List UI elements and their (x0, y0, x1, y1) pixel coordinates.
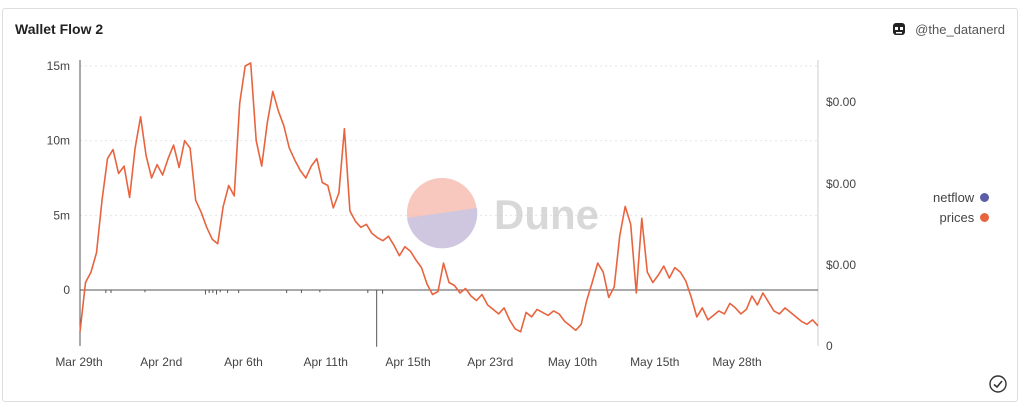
check-circle-icon[interactable] (989, 375, 1007, 393)
watermark-logo-bottom (407, 208, 478, 249)
y-left-tick-label: 10m (47, 134, 70, 148)
x-tick-label: May 15th (630, 355, 679, 369)
chart-legend: netflow prices (933, 187, 990, 227)
x-tick-label: May 28th (712, 355, 761, 369)
netflow-series (79, 290, 384, 347)
y-right-tick-label: $0.00 (826, 95, 856, 109)
x-tick-label: Apr 6th (224, 355, 263, 369)
x-tick-label: Apr 11th (304, 355, 348, 369)
legend-label-netflow: netflow (933, 189, 975, 205)
legend-item-prices[interactable]: prices (933, 207, 990, 227)
grid-layer (80, 65, 818, 216)
x-tick-label: Mar 29th (55, 355, 102, 369)
y-right-tick-label: $0.00 (826, 177, 856, 191)
author-name: @the_datanerd (915, 21, 1005, 37)
legend-label-prices: prices (939, 209, 975, 225)
prices-line (79, 62, 819, 333)
tick-layer: 15m 10m 5m 0 $0.00 $0.00 $0.00 0 Mar 29th Apr 2nd… (47, 59, 857, 369)
author-link[interactable]: @the_datanerd (891, 21, 1005, 37)
legend-dot-netflow (980, 192, 990, 202)
legend-item-netflow[interactable]: netflow (933, 187, 990, 207)
x-tick-label: May 10th (548, 355, 597, 369)
y-right-tick-label: 0 (826, 339, 833, 353)
y-left-tick-label: 15m (47, 59, 70, 73)
x-tick-label: Apr 23rd (467, 355, 513, 369)
x-tick-label: Apr 15th (385, 355, 430, 369)
y-left-tick-label: 5m (53, 208, 70, 222)
avatar-icon (893, 23, 906, 35)
chart-card: Wallet Flow 2 @the_datanerd netflow pric… (2, 8, 1018, 402)
chart-title: Wallet Flow 2 (15, 21, 104, 37)
dune-watermark: Dune (407, 178, 599, 249)
y-right-tick-label: $0.00 (826, 258, 856, 272)
y-left-tick-label: 0 (63, 283, 70, 297)
legend-dot-prices (980, 212, 990, 222)
x-tick-label: Apr 2nd (140, 355, 182, 369)
watermark-text: Dune (494, 191, 599, 238)
